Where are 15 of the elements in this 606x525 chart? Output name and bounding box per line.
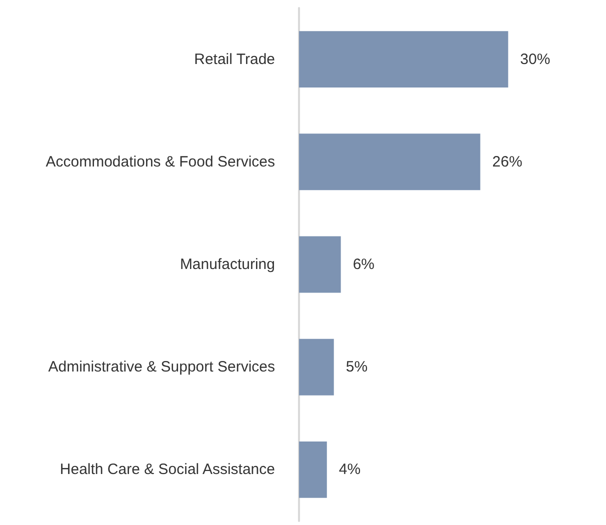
y-tick-label: Accommodations & Food Services (46, 153, 275, 170)
bar (299, 441, 327, 498)
y-tick-label: Manufacturing (180, 256, 275, 273)
data-label: 30% (520, 50, 550, 68)
data-label: 4% (338, 461, 361, 478)
bar (299, 236, 341, 293)
bar (299, 134, 480, 190)
y-tick-label: Retail Trade (194, 50, 275, 68)
bar (299, 338, 334, 396)
bar (299, 31, 508, 88)
data-label: 5% (346, 358, 368, 376)
y-tick-label: Health Care & Social Assistance (60, 461, 275, 478)
y-tick-label: Administrative & Support Services (48, 358, 275, 376)
data-label: 26% (492, 153, 522, 170)
data-label: 6% (352, 256, 375, 273)
